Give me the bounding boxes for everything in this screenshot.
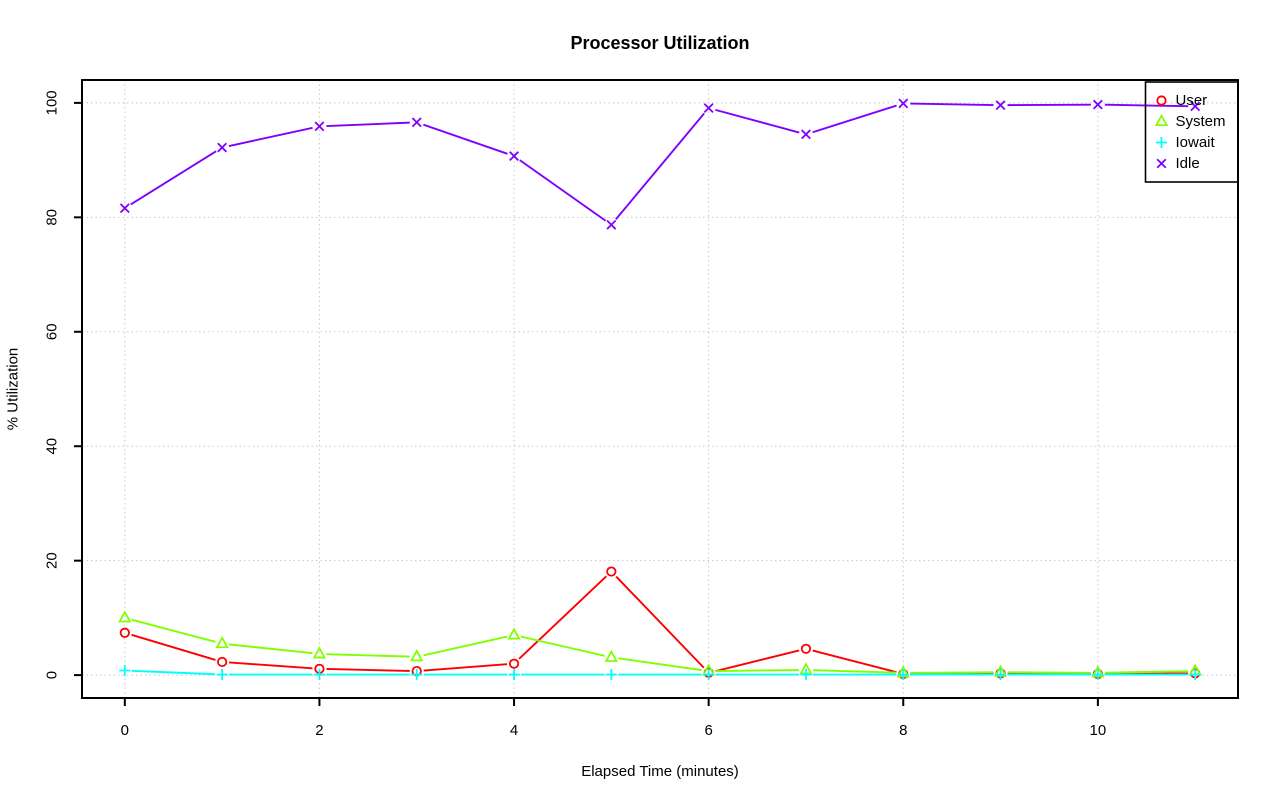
- circle-marker: [119, 627, 130, 638]
- series-line-user: [715, 649, 800, 673]
- series-line-system: [812, 669, 897, 674]
- x-marker: [217, 142, 228, 153]
- triangle-marker: [215, 635, 229, 649]
- series-line-user: [423, 663, 508, 672]
- series-line-user: [615, 575, 705, 669]
- series-line-system: [1104, 670, 1189, 674]
- y-tick-label: 40: [44, 438, 61, 455]
- chart-title: Processor Utilization: [570, 33, 750, 53]
- series-line-idle: [1104, 103, 1189, 108]
- series-line-user: [812, 649, 897, 674]
- x-marker: [703, 103, 714, 113]
- circle-marker: [217, 656, 228, 668]
- plus-marker: [605, 669, 617, 681]
- x-marker: [119, 203, 130, 214]
- legend-label-iowait: Iowait: [1176, 134, 1216, 151]
- x-tick-label: 2: [315, 722, 323, 739]
- triangle-marker: [604, 649, 619, 662]
- x-tick-label: 10: [1090, 722, 1107, 739]
- series-line-idle: [130, 150, 217, 206]
- series-line-system: [423, 635, 508, 657]
- x-marker: [801, 129, 811, 140]
- plus-marker: [508, 669, 520, 681]
- series-line-idle: [326, 121, 410, 128]
- y-tick-label: 80: [44, 209, 61, 226]
- triangle-marker: [507, 627, 521, 640]
- circle-marker: [1156, 95, 1167, 106]
- x-marker: [1190, 101, 1201, 112]
- series-line-idle: [812, 104, 897, 134]
- triangle-marker: [312, 646, 327, 659]
- plus-marker: [995, 669, 1007, 681]
- y-tick-label: 100: [44, 90, 61, 115]
- series-line-user: [229, 661, 313, 670]
- x-marker: [898, 98, 909, 109]
- series-line-idle: [423, 123, 508, 155]
- x-marker: [995, 100, 1006, 111]
- legend-box: [1144, 81, 1239, 183]
- triangle-marker: [1154, 113, 1169, 126]
- series-line-system: [715, 669, 799, 672]
- circle-marker: [606, 566, 617, 577]
- x-marker: [509, 151, 519, 162]
- x-marker: [411, 117, 422, 128]
- series-line-idle: [228, 126, 313, 147]
- series-line-system: [131, 618, 216, 643]
- plus-marker: [800, 669, 812, 681]
- series-line-idle: [615, 112, 705, 221]
- series-line-iowait: [131, 669, 216, 676]
- x-tick-label: 4: [510, 722, 518, 739]
- x-tick-label: 0: [121, 722, 129, 739]
- plus-marker: [897, 669, 909, 681]
- series-line-system: [618, 657, 702, 672]
- y-tick-label: 60: [44, 323, 61, 340]
- series-line-idle: [519, 159, 607, 222]
- plus-marker: [313, 669, 325, 681]
- plus-marker: [703, 669, 715, 681]
- series-line-system: [326, 653, 410, 658]
- y-tick-label: 0: [44, 671, 61, 679]
- circle-marker: [800, 643, 812, 654]
- x-tick-label: 6: [704, 722, 712, 739]
- y-tick-label: 20: [44, 552, 61, 569]
- x-axis-title: Elapsed Time (minutes): [581, 763, 739, 780]
- triangle-marker: [410, 649, 424, 662]
- x-marker: [606, 219, 617, 230]
- series-line-system: [520, 635, 605, 657]
- plus-marker: [216, 669, 228, 681]
- x-marker: [1092, 99, 1103, 110]
- x-marker: [314, 121, 325, 132]
- legend-label-idle: Idle: [1176, 155, 1200, 172]
- legend-label-system: System: [1176, 113, 1226, 130]
- series-line-system: [228, 643, 313, 655]
- triangle-marker: [118, 610, 132, 623]
- series-line-idle: [910, 102, 994, 107]
- legend-label-user: User: [1176, 92, 1208, 109]
- plus-marker: [411, 669, 423, 681]
- plus-marker: [1156, 137, 1167, 148]
- plus-marker: [1092, 669, 1104, 681]
- plot-border: [81, 79, 1239, 699]
- series-line-user: [326, 668, 410, 672]
- plus-marker: [1189, 669, 1201, 681]
- series-line-user: [131, 633, 216, 661]
- series-line-user: [518, 575, 607, 660]
- series-line-idle: [715, 108, 800, 134]
- x-marker: [1156, 158, 1167, 169]
- plus-marker: [119, 665, 131, 677]
- x-tick-label: 8: [899, 722, 907, 739]
- circle-marker: [508, 658, 520, 669]
